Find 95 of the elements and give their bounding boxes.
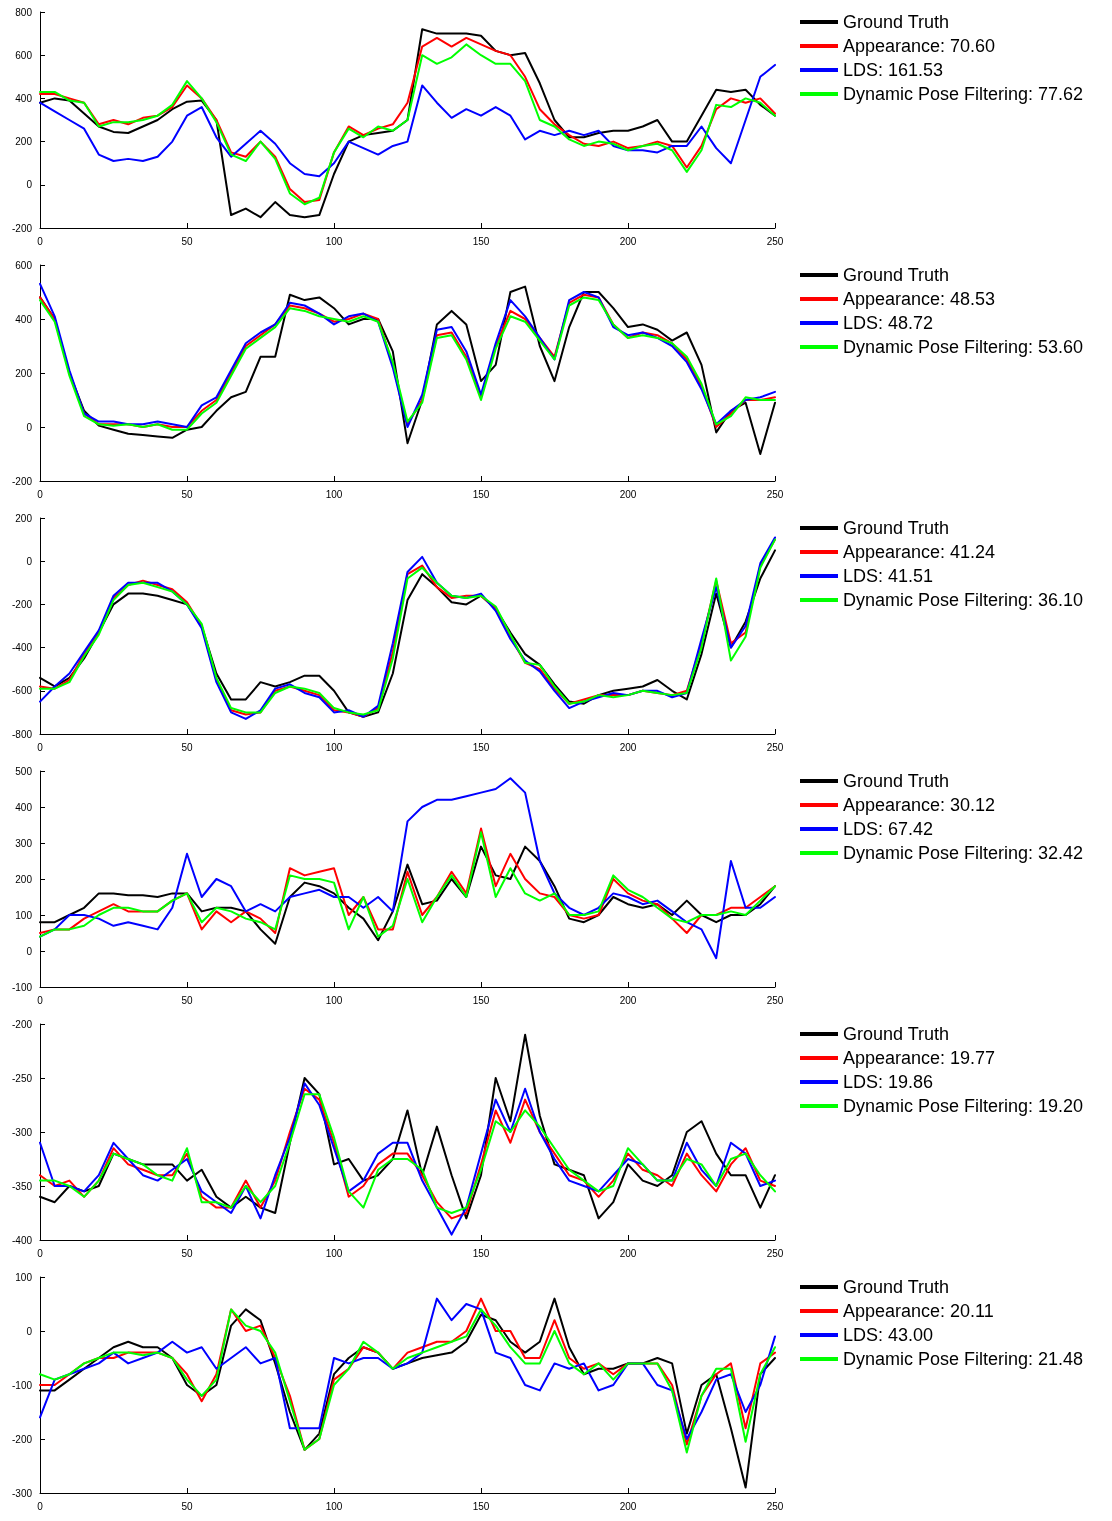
x-tick-label: 0 xyxy=(37,488,44,500)
legend-label: Appearance: 70.60 xyxy=(843,36,996,56)
x-tick-label: 200 xyxy=(619,741,637,753)
legend-label: Dynamic Pose Filtering: 77.62 xyxy=(843,84,1084,104)
y-tick-label: 0 xyxy=(26,179,33,191)
x-tick-label: 50 xyxy=(181,488,193,500)
x-tick-label: 150 xyxy=(472,1500,490,1512)
legend-label: LDS: 41.51 xyxy=(843,566,934,586)
legend-label: Appearance: 41.24 xyxy=(843,542,996,562)
y-tick-label: -200 xyxy=(11,598,33,610)
x-tick-label: 250 xyxy=(766,994,784,1006)
legend-label: Dynamic Pose Filtering: 19.20 xyxy=(843,1096,1084,1116)
x-tick-label: 200 xyxy=(619,994,637,1006)
x-tick-label: 0 xyxy=(37,741,44,753)
legend-label: Ground Truth xyxy=(843,265,950,285)
x-tick-label: 200 xyxy=(619,1500,637,1512)
x-tick-label: 100 xyxy=(325,741,343,753)
x-tick-label: 100 xyxy=(325,1247,343,1259)
y-tick-label: -400 xyxy=(11,642,33,654)
x-tick-label: 150 xyxy=(472,994,490,1006)
y-tick-label: -800 xyxy=(11,728,33,740)
legend-label: Appearance: 30.12 xyxy=(843,795,996,815)
y-tick-label: -250 xyxy=(11,1072,33,1084)
y-tick-label: 400 xyxy=(15,801,33,813)
y-tick-label: 800 xyxy=(15,6,33,18)
y-tick-label: 100 xyxy=(15,909,33,921)
x-tick-label: 100 xyxy=(325,1500,343,1512)
y-tick-label: 600 xyxy=(15,259,33,271)
x-tick-label: 100 xyxy=(325,994,343,1006)
legend-label: Appearance: 19.77 xyxy=(843,1048,996,1068)
legend-label: Dynamic Pose Filtering: 36.10 xyxy=(843,590,1084,610)
y-tick-label: -100 xyxy=(11,981,33,993)
y-tick-label: -200 xyxy=(11,1433,33,1445)
legend-label: Ground Truth xyxy=(843,518,950,538)
x-tick-label: 50 xyxy=(181,235,193,247)
legend-label: Ground Truth xyxy=(843,771,950,791)
x-tick-label: 150 xyxy=(472,235,490,247)
legend-label: Dynamic Pose Filtering: 53.60 xyxy=(843,337,1084,357)
x-tick-label: 100 xyxy=(325,488,343,500)
y-tick-label: 500 xyxy=(15,765,33,777)
y-tick-label: 400 xyxy=(15,92,33,104)
y-tick-label: -200 xyxy=(11,222,33,234)
x-tick-label: 200 xyxy=(619,1247,637,1259)
x-tick-label: 250 xyxy=(766,488,784,500)
legend-label: LDS: 19.86 xyxy=(843,1072,934,1092)
x-tick-label: 0 xyxy=(37,994,44,1006)
y-tick-label: -300 xyxy=(11,1126,33,1138)
y-tick-label: 0 xyxy=(26,945,33,957)
legend-label: Appearance: 20.11 xyxy=(843,1301,994,1321)
x-tick-label: 200 xyxy=(619,235,637,247)
x-tick-label: 100 xyxy=(325,235,343,247)
y-tick-label: 0 xyxy=(26,421,33,433)
x-tick-label: 250 xyxy=(766,741,784,753)
legend-label: Appearance: 48.53 xyxy=(843,289,996,309)
y-tick-label: 100 xyxy=(15,1271,33,1283)
legend-label: Ground Truth xyxy=(843,1277,950,1297)
y-tick-label: -200 xyxy=(11,475,33,487)
y-tick-label: 400 xyxy=(15,313,33,325)
line-series xyxy=(39,63,776,178)
x-tick-label: 250 xyxy=(766,235,784,247)
y-tick-label: -350 xyxy=(11,1180,33,1192)
legend-label: LDS: 43.00 xyxy=(843,1325,934,1345)
x-tick-label: 50 xyxy=(181,994,193,1006)
legend-label: Dynamic Pose Filtering: 32.42 xyxy=(843,843,1084,863)
legend-label: Ground Truth xyxy=(843,1024,950,1044)
y-tick-label: -300 xyxy=(11,1487,33,1499)
x-tick-label: 250 xyxy=(766,1247,784,1259)
y-tick-label: 300 xyxy=(15,837,33,849)
x-tick-label: 150 xyxy=(472,741,490,753)
x-tick-label: 0 xyxy=(37,1500,44,1512)
x-tick-label: 250 xyxy=(766,1500,784,1512)
legend-label: Dynamic Pose Filtering: 21.48 xyxy=(843,1349,1084,1369)
y-tick-label: 200 xyxy=(15,512,33,524)
legend-label: LDS: 67.42 xyxy=(843,819,934,839)
y-tick-label: 0 xyxy=(26,1325,33,1337)
x-tick-label: 50 xyxy=(181,1247,193,1259)
x-tick-label: 150 xyxy=(472,488,490,500)
x-tick-label: 200 xyxy=(619,488,637,500)
y-tick-label: 600 xyxy=(15,49,33,61)
x-tick-label: 0 xyxy=(37,235,44,247)
x-tick-label: 150 xyxy=(472,1247,490,1259)
x-tick-label: 0 xyxy=(37,1247,44,1259)
x-tick-label: 50 xyxy=(181,1500,193,1512)
y-tick-label: -400 xyxy=(11,1234,33,1246)
y-tick-label: -100 xyxy=(11,1379,33,1391)
legend-label: LDS: 48.72 xyxy=(843,313,934,333)
y-tick-label: -600 xyxy=(11,685,33,697)
legend-label: LDS: 161.53 xyxy=(843,60,944,80)
legend-label: Ground Truth xyxy=(843,12,950,32)
y-tick-label: 200 xyxy=(15,873,33,885)
x-tick-label: 50 xyxy=(181,741,193,753)
y-tick-label: 200 xyxy=(15,136,33,148)
y-tick-label: 0 xyxy=(26,555,33,567)
y-tick-label: -200 xyxy=(11,1018,33,1030)
y-tick-label: 200 xyxy=(15,367,33,379)
